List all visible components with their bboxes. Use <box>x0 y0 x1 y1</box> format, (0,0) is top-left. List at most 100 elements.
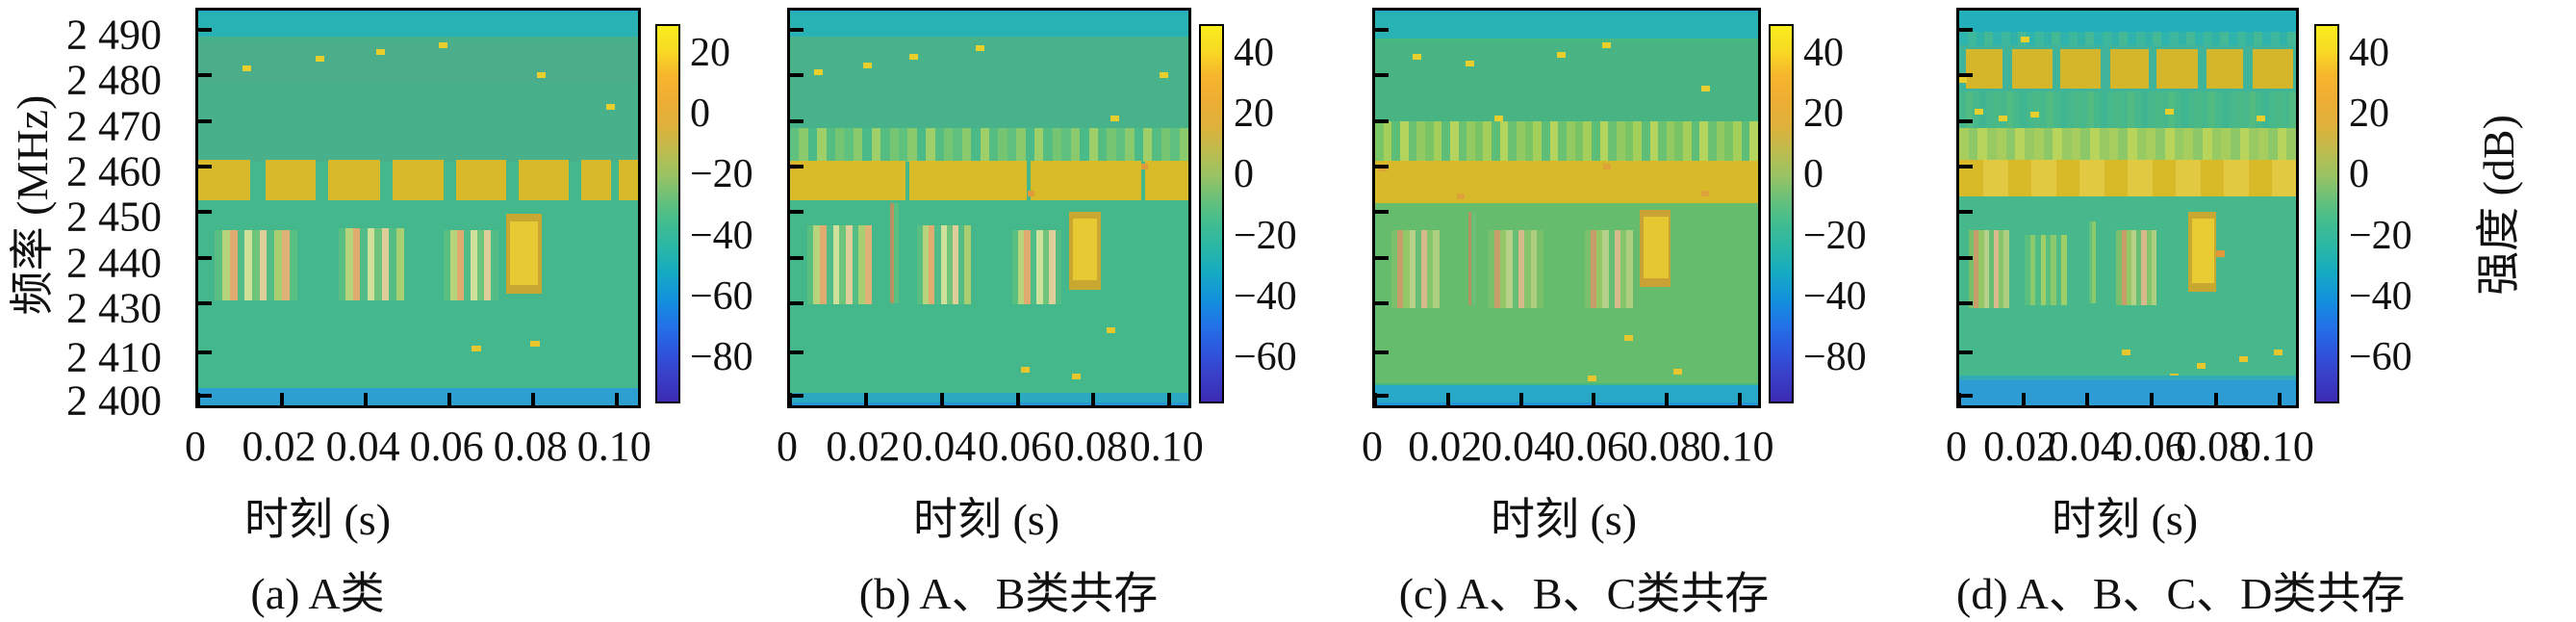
x-tick-label: 0.08 <box>2176 423 2251 470</box>
heatmap-stripe <box>2229 32 2238 46</box>
x-axis-title-c: 时刻 (s) <box>1490 495 1638 544</box>
heatmap-stripe <box>1967 32 1977 46</box>
heatmap-stripe <box>2051 235 2057 306</box>
heatmap-stripe <box>858 225 866 305</box>
colorbar-tick-label: −20 <box>1803 213 1867 258</box>
heatmap-stripe <box>2089 220 2093 303</box>
heatmap-stripe <box>998 127 1008 163</box>
heatmap-feature <box>1375 161 1758 203</box>
heatmap-feature <box>790 402 1188 405</box>
heatmap-stripe <box>1433 230 1440 308</box>
heatmap-stripe <box>1408 120 1417 163</box>
heatmap-stripe <box>832 225 840 305</box>
heatmap-speck <box>1457 193 1466 199</box>
heatmap-stripe <box>989 127 999 163</box>
heatmap-stripe <box>491 230 498 301</box>
heatmap-stripe <box>1107 127 1117 163</box>
heatmap-stripe <box>1983 159 2008 196</box>
heatmap-stripe <box>2277 127 2287 160</box>
heatmap-stripe <box>2040 91 2048 128</box>
heatmap-stripe <box>2126 230 2132 306</box>
panel-a: 频率 (MHz) 2 490 2 480 2 470 2 460 2 450 2 440 2… <box>0 0 770 618</box>
heatmap-stripe <box>2067 91 2075 128</box>
heatmap-stripe <box>2035 235 2042 306</box>
y-tick-mark <box>1957 350 1973 355</box>
heatmap-feature <box>1375 402 1758 405</box>
heatmap-stripe <box>1399 120 1410 163</box>
heatmap-stripe <box>2267 127 2279 160</box>
heatmap-stripe <box>2175 91 2182 128</box>
heatmap-stripe <box>1716 120 1725 163</box>
colorbar-c <box>1769 24 1794 403</box>
heatmap-stripe <box>1170 127 1181 163</box>
x-axis-title-a: 时刻 (s) <box>243 495 392 544</box>
heatmap-feature <box>619 159 638 201</box>
heatmap-stripe <box>2121 91 2129 128</box>
x-tick-mark <box>280 393 285 405</box>
heatmap-feature <box>2253 48 2293 90</box>
heatmap-stripe <box>839 225 847 305</box>
heatmap-stripe <box>1987 127 1998 160</box>
heatmap-stripe <box>2128 32 2137 46</box>
heatmap-stripe <box>1030 230 1037 305</box>
heatmap-stripe <box>2128 91 2135 128</box>
heatmap-stripe <box>381 227 390 301</box>
heatmap-stripe <box>1533 120 1543 163</box>
heatmap-stripe <box>916 127 927 163</box>
heatmap-stripe <box>2005 127 2016 160</box>
heatmap-stripe <box>2256 91 2263 128</box>
heatmap-stripe <box>2068 32 2078 46</box>
heatmap-stripe <box>2119 32 2129 46</box>
y-tick-mark <box>196 28 212 33</box>
heatmap-stripe <box>865 225 873 305</box>
x-tick-labels-b: 0 0.02 0.04 0.06 0.08 0.10 <box>777 422 1204 470</box>
y-tick-mark <box>1957 72 1973 77</box>
heatmap-stripe <box>1403 230 1411 308</box>
heatmap-stripe <box>222 230 231 301</box>
heatmap-stripe <box>2136 127 2147 160</box>
heatmap-stripe <box>2107 91 2115 128</box>
heatmap-stripe <box>2287 32 2296 46</box>
heatmap-c-canvas <box>1375 11 1758 405</box>
x-tick-label: 0.06 <box>978 423 1053 470</box>
heatmap-stripe <box>1530 230 1538 308</box>
heatmap-stripe <box>1049 230 1056 305</box>
y-tick-mark <box>1373 28 1389 33</box>
x-tick-label: 0.04 <box>1481 423 1556 470</box>
heatmap-stripe <box>456 230 465 301</box>
heatmap-stripe <box>1620 230 1627 308</box>
heatmap-stripe <box>1641 120 1650 163</box>
heatmap-speck <box>375 49 385 56</box>
heatmap-stripe <box>1125 127 1135 163</box>
heatmap-stripe <box>2060 32 2070 46</box>
heatmap-speck <box>1701 191 1710 197</box>
heatmap-stripe <box>799 127 809 163</box>
heatmap-stripe <box>1959 127 1970 160</box>
heatmap-stripe <box>889 127 900 163</box>
colorbar-tick-label: −60 <box>1234 334 1297 379</box>
heatmap-stripe <box>2007 160 2032 196</box>
y-tick-label: 2 480 <box>66 56 162 104</box>
x-tick-mark <box>447 393 452 405</box>
heatmap-stripe <box>2033 127 2044 160</box>
heatmap-stripe <box>946 225 954 305</box>
heatmap-a <box>195 8 641 408</box>
heatmap-c <box>1372 8 1761 408</box>
heatmap-speck <box>2216 249 2226 257</box>
colorbar-c-tick-labels: 40 20 0 −20 −40 −80 <box>1803 24 1919 400</box>
heatmap-stripe <box>826 225 834 305</box>
heatmap-stripe <box>813 225 821 305</box>
heatmap-stripe <box>2101 91 2108 128</box>
heatmap-stripe <box>871 127 881 163</box>
heatmap-stripe <box>1999 230 2004 308</box>
y-tick-mark <box>788 72 803 77</box>
y-tick-mark <box>1373 210 1389 215</box>
heatmap-stripe <box>1959 32 1969 46</box>
heatmap-stripe <box>1733 120 1743 163</box>
heatmap-stripe <box>2245 32 2255 46</box>
heatmap-stripe <box>1978 230 1985 308</box>
heatmap-stripe <box>215 230 223 301</box>
heatmap-stripe <box>352 227 361 301</box>
heatmap-stripe <box>2202 127 2212 160</box>
heatmap-feature <box>1375 11 1758 13</box>
